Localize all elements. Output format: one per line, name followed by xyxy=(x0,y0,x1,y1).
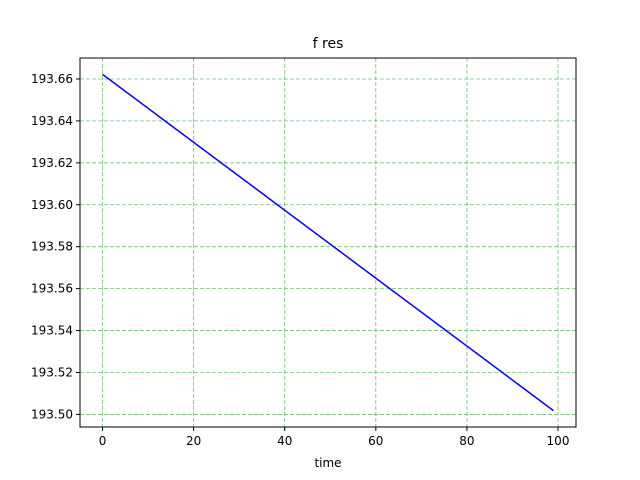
y-tick-label: 193.52 xyxy=(31,365,73,379)
y-tick-label: 193.54 xyxy=(31,324,73,338)
y-tick-label: 193.66 xyxy=(31,72,73,86)
x-tick-label: 0 xyxy=(99,434,107,448)
y-tick-label: 193.50 xyxy=(31,407,73,421)
x-tick-label: 20 xyxy=(186,434,201,448)
series-layer xyxy=(102,73,554,412)
x-axis-label: time xyxy=(314,456,341,470)
series-line xyxy=(102,73,554,412)
x-tick-label: 80 xyxy=(459,434,474,448)
y-axis: 193.50 193.52 193.54 193.56 193.58 193.60 193.… xyxy=(31,72,80,421)
y-tick-label: 193.58 xyxy=(31,240,73,254)
chart-title: f res xyxy=(313,36,344,52)
x-tick-label: 100 xyxy=(547,434,570,448)
x-tick-label: 40 xyxy=(277,434,292,448)
grid xyxy=(80,58,576,427)
x-tick-label: 60 xyxy=(368,434,383,448)
y-tick-label: 193.60 xyxy=(31,198,73,212)
y-tick-label: 193.64 xyxy=(31,114,73,128)
plot-frame xyxy=(79,57,577,428)
y-tick-label: 193.62 xyxy=(31,156,73,170)
y-tick-label: 193.56 xyxy=(31,282,73,296)
x-axis: 0 20 40 60 80 100 xyxy=(99,427,570,448)
